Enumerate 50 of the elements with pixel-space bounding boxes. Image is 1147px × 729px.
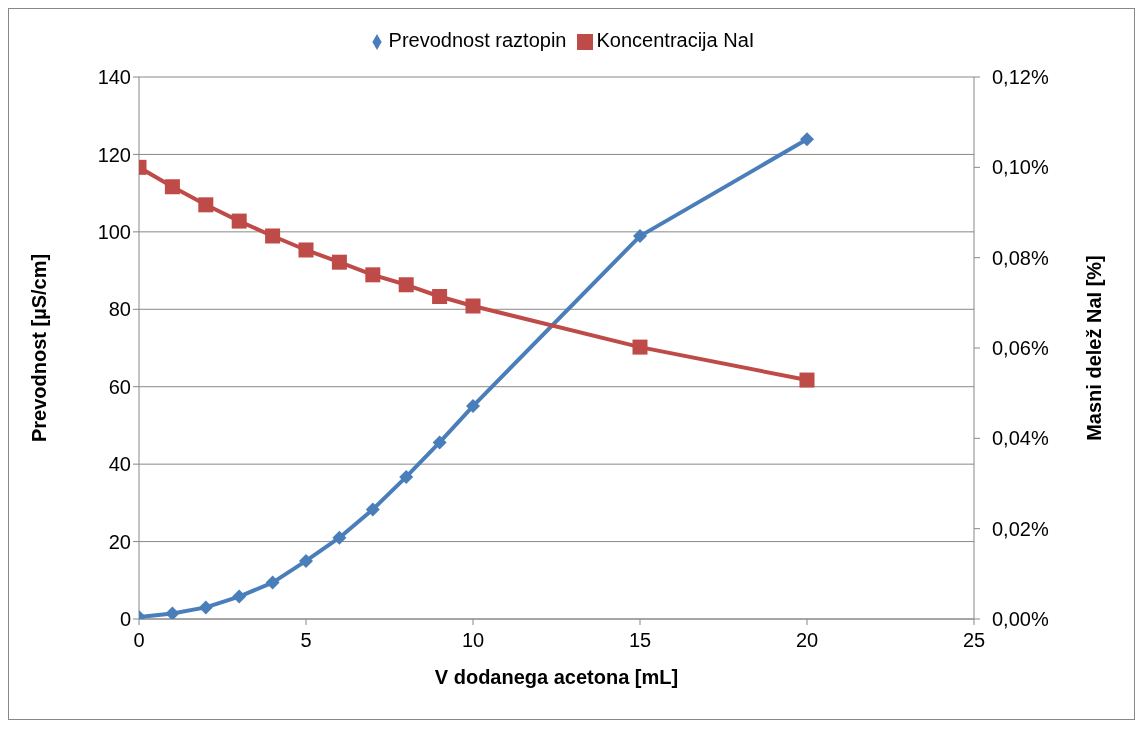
point: [800, 132, 814, 147]
y-axis-title: Prevodnost [µS/cm]: [28, 253, 51, 443]
legend-label: Prevodnost raztopin: [388, 29, 567, 51]
point: [164, 179, 180, 195]
y2-tick-label: 0,12%: [992, 66, 1049, 89]
y-tick-label: 40: [108, 453, 131, 476]
point: [465, 298, 481, 314]
x-tick-label: 5: [300, 629, 312, 652]
point: [265, 575, 280, 590]
x-tick-label: 10: [461, 629, 485, 652]
y-tick-label: 80: [108, 298, 131, 321]
y2-tick-label: 0,04%: [992, 427, 1049, 450]
point: [633, 229, 647, 244]
point: [365, 267, 381, 283]
y2-tick-label: 0,00%: [992, 608, 1049, 631]
legend-label: Koncentracija NaI: [596, 29, 755, 51]
y2-tick-label: 0,08%: [992, 246, 1049, 269]
point: [399, 469, 414, 484]
x-tick-label: 20: [795, 629, 819, 652]
y-tick-label: 60: [108, 375, 131, 398]
x-tick-label: 25: [962, 629, 986, 652]
point: [432, 435, 447, 450]
point: [298, 242, 314, 258]
point: [198, 197, 214, 213]
point: [232, 589, 247, 604]
point: [198, 600, 213, 615]
y2-axis-title: Masni delež NaI [%]: [1083, 255, 1106, 441]
y-tick-label: 140: [97, 66, 131, 89]
point: [632, 339, 648, 355]
point: [398, 277, 414, 293]
point: [265, 228, 281, 244]
y2-tick-label: 0,02%: [992, 517, 1049, 540]
point: [466, 399, 480, 414]
y-tick-label: 20: [108, 530, 131, 553]
y2-tick-label: 0,06%: [992, 337, 1049, 360]
point: [432, 289, 448, 305]
x-tick-label: 0: [133, 629, 145, 652]
y2-tick-label: 0,10%: [992, 156, 1049, 179]
point: [231, 213, 247, 229]
point: [332, 530, 347, 545]
point: [799, 372, 815, 388]
point: [331, 254, 347, 270]
x-tick-label: 15: [628, 629, 652, 652]
point: [299, 553, 313, 568]
point: [365, 502, 380, 517]
y-tick-label: 100: [97, 220, 131, 243]
y-tick-label: 0: [119, 608, 131, 631]
y-tick-label: 120: [97, 143, 131, 166]
point: [165, 606, 180, 619]
x-axis-title: V dodanega acetona [mL]: [434, 666, 679, 688]
